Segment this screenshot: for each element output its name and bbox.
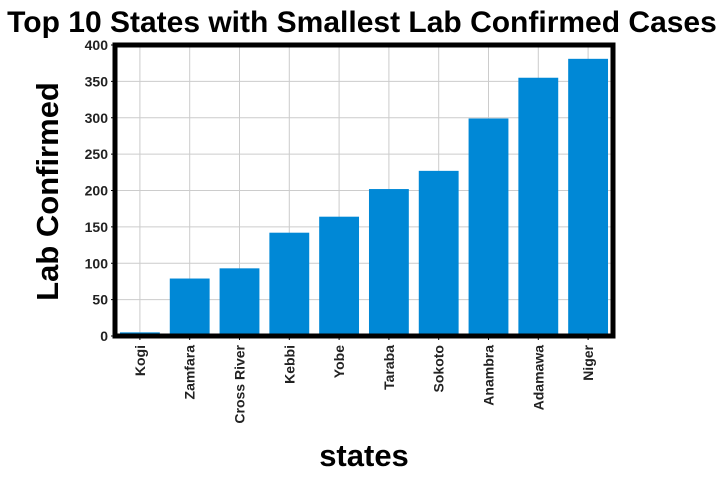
y-tick-label: 100 [85,255,109,271]
y-tick-label: 200 [85,183,109,199]
bars [119,58,609,337]
x-tick-label: Niger [580,344,596,380]
y-tick-label: 50 [92,292,108,308]
x-tick-label: Adamawa [530,345,546,411]
bar [518,77,559,337]
plot-frame [112,42,616,339]
x-tick-label: Kebbi [281,345,297,384]
bar [219,268,260,336]
bar [319,216,360,336]
x-tick-label: Cross River [232,344,248,423]
x-tick-label: Kogi [132,345,148,376]
bar [468,118,509,336]
y-tick-label: 150 [85,219,109,235]
x-tick-label: Yobe [331,345,347,378]
bar [418,170,459,336]
y-axis-ticks: 0 50 100 150 200 250 300 350 400 [85,37,115,344]
y-tick-label: 0 [100,328,108,344]
y-axis-label: Lab Confirmed [30,82,65,301]
y-tick-label: 400 [85,37,109,53]
chart-title: Top 10 States with Smallest Lab Confirme… [7,6,717,39]
bar [368,189,409,336]
bar [568,58,609,336]
bar [169,278,210,336]
x-axis-label: states [319,438,409,473]
x-axis-ticks: Kogi Zamfara Cross River Kebbi Yobe Taraba Sok… [132,336,596,424]
y-tick-label: 350 [85,73,109,89]
x-tick-label: Sokoto [431,345,447,392]
x-tick-label: Anambra [481,345,497,406]
y-tick-label: 250 [85,146,109,162]
y-tick-label: 300 [85,110,109,126]
x-tick-label: Taraba [381,345,397,390]
bar [269,232,310,336]
x-tick-label: Zamfara [182,345,198,400]
